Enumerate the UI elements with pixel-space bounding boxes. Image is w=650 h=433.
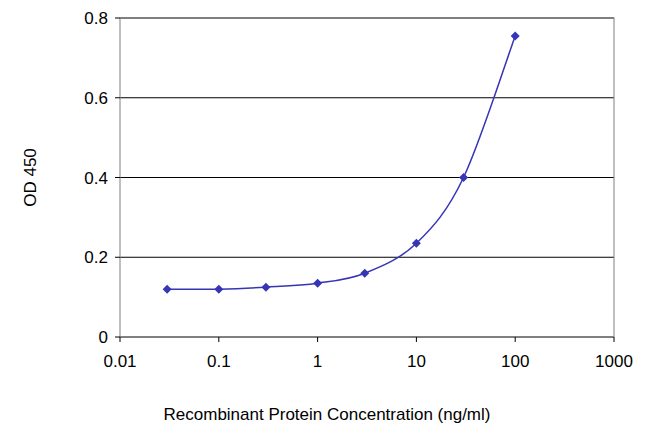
y-tick [115, 18, 120, 19]
y-tick [115, 337, 120, 338]
grid-line [120, 177, 614, 178]
data-point [459, 173, 468, 182]
x-tick [614, 337, 615, 342]
y-tick-label: 0.4 [84, 169, 108, 188]
data-point [360, 269, 369, 278]
x-axis-label: Recombinant Protein Concentration (ng/ml… [164, 405, 491, 424]
plot-area [163, 31, 520, 293]
x-tick [120, 337, 121, 342]
x-tick [416, 337, 417, 342]
data-point [412, 239, 421, 248]
y-tick-label: 0 [99, 328, 108, 347]
grid-line [120, 257, 614, 258]
y-axis-label: OD 450 [21, 148, 40, 207]
y-tick-label: 0.6 [84, 89, 108, 108]
chart: 0 0.2 0.4 0.6 0.8 0.01 0.1 1 10 100 1000 Recombinan… [0, 0, 650, 433]
x-tick [515, 337, 516, 342]
plot-frame [120, 18, 614, 337]
x-tick-label: 0.01 [103, 352, 136, 371]
data-point [214, 285, 223, 294]
x-tick-label: 1 [313, 352, 322, 371]
x-tick-label: 1000 [595, 352, 633, 371]
y-tick [115, 177, 120, 178]
background [0, 0, 650, 433]
y-tick-label: 0.2 [84, 248, 108, 267]
x-tick-label: 0.1 [207, 352, 231, 371]
y-tick-label: 0.8 [84, 9, 108, 28]
data-line [167, 36, 515, 289]
y-tick [115, 97, 120, 98]
data-point [511, 31, 520, 40]
data-point [261, 283, 270, 292]
x-tick-label: 100 [501, 352, 529, 371]
x-tick [317, 337, 318, 342]
y-tick [115, 257, 120, 258]
x-tick [218, 337, 219, 342]
grid-line [120, 97, 614, 98]
data-point [163, 285, 172, 294]
x-tick-label: 10 [407, 352, 426, 371]
data-point [313, 279, 322, 288]
